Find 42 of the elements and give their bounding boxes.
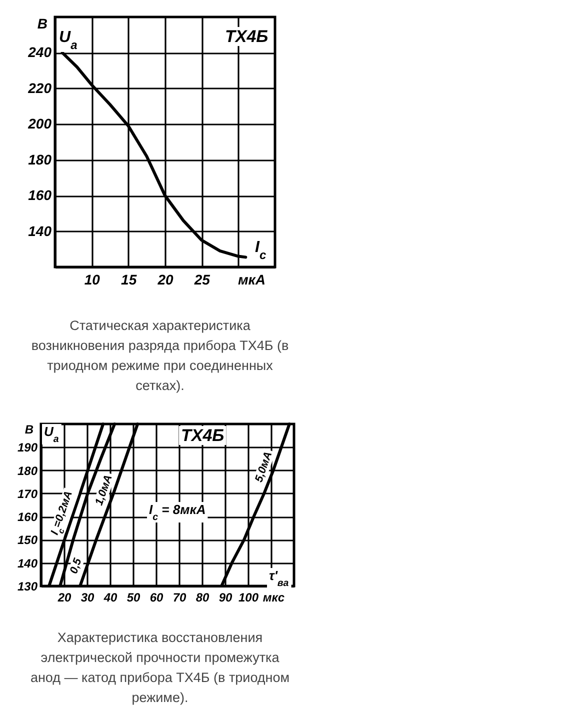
x-tick-label: 15 bbox=[121, 272, 137, 288]
x-tick-label: 60 bbox=[150, 590, 164, 604]
annotation: I$_{c}$ = 8мкА bbox=[149, 502, 206, 522]
x-tick-label: 30 bbox=[80, 590, 94, 604]
x-tick-label: 10 bbox=[84, 272, 100, 288]
y-tick-label: 200 bbox=[27, 116, 52, 132]
y-tick-label: 160 bbox=[17, 510, 38, 524]
text: 1,0мА bbox=[93, 473, 115, 507]
chart-title: ТХ4Б bbox=[181, 426, 224, 445]
text: 5,0мА bbox=[253, 450, 275, 484]
x-tick-label: 20 bbox=[156, 272, 174, 288]
annotation: U$_{a}$ bbox=[59, 29, 78, 52]
y-tick-label: 180 bbox=[17, 464, 38, 478]
x-tick-label: 100 bbox=[238, 590, 259, 604]
x-tick-label: 20 bbox=[56, 590, 72, 604]
text: ТХ4Б bbox=[225, 27, 268, 46]
x-tick-label: 90 bbox=[218, 590, 232, 604]
x-tick-label: 40 bbox=[102, 590, 118, 604]
y-tick-label: 170 bbox=[17, 486, 38, 501]
x-tick-label: 50 bbox=[126, 590, 140, 604]
annotation: I$_{c}$ bbox=[255, 239, 266, 262]
annotation: U$_{a}$ bbox=[44, 424, 60, 444]
x-tick-label: 25 bbox=[193, 272, 210, 288]
y-tick-label: 150 bbox=[17, 533, 38, 548]
text: Характеристика восстановления электрической прочности промежутка анод — катод прибора ТХ4Б (в триодном режиме). bbox=[30, 629, 290, 707]
y-tick-label: 220 bbox=[27, 80, 52, 96]
x-tick-label: 70 bbox=[172, 590, 186, 604]
text: Статическая характеристика возникновения разряда прибора ТХ4Б (в триодном режиме при соединенных сетках). bbox=[30, 317, 290, 395]
y-tick-label: 140 bbox=[28, 222, 52, 239]
y-tick-label: 160 bbox=[28, 187, 52, 204]
y-tick-label: 190 bbox=[17, 440, 38, 455]
annotation: τ'$_{вa}$ bbox=[269, 568, 290, 588]
x-axis-title: мкс bbox=[262, 590, 285, 604]
x-tick-label: 80 bbox=[196, 590, 210, 604]
y-tick-label: 240 bbox=[27, 44, 52, 60]
y-tick-label: 180 bbox=[28, 151, 52, 168]
y-tick-label: 130 bbox=[17, 580, 38, 594]
text: 0,5 bbox=[68, 556, 85, 576]
x-axis-title: мкА bbox=[238, 272, 266, 288]
y-axis-title: В bbox=[24, 422, 34, 436]
y-axis-title: В bbox=[37, 16, 48, 32]
y-tick-label: 140 bbox=[17, 556, 38, 570]
